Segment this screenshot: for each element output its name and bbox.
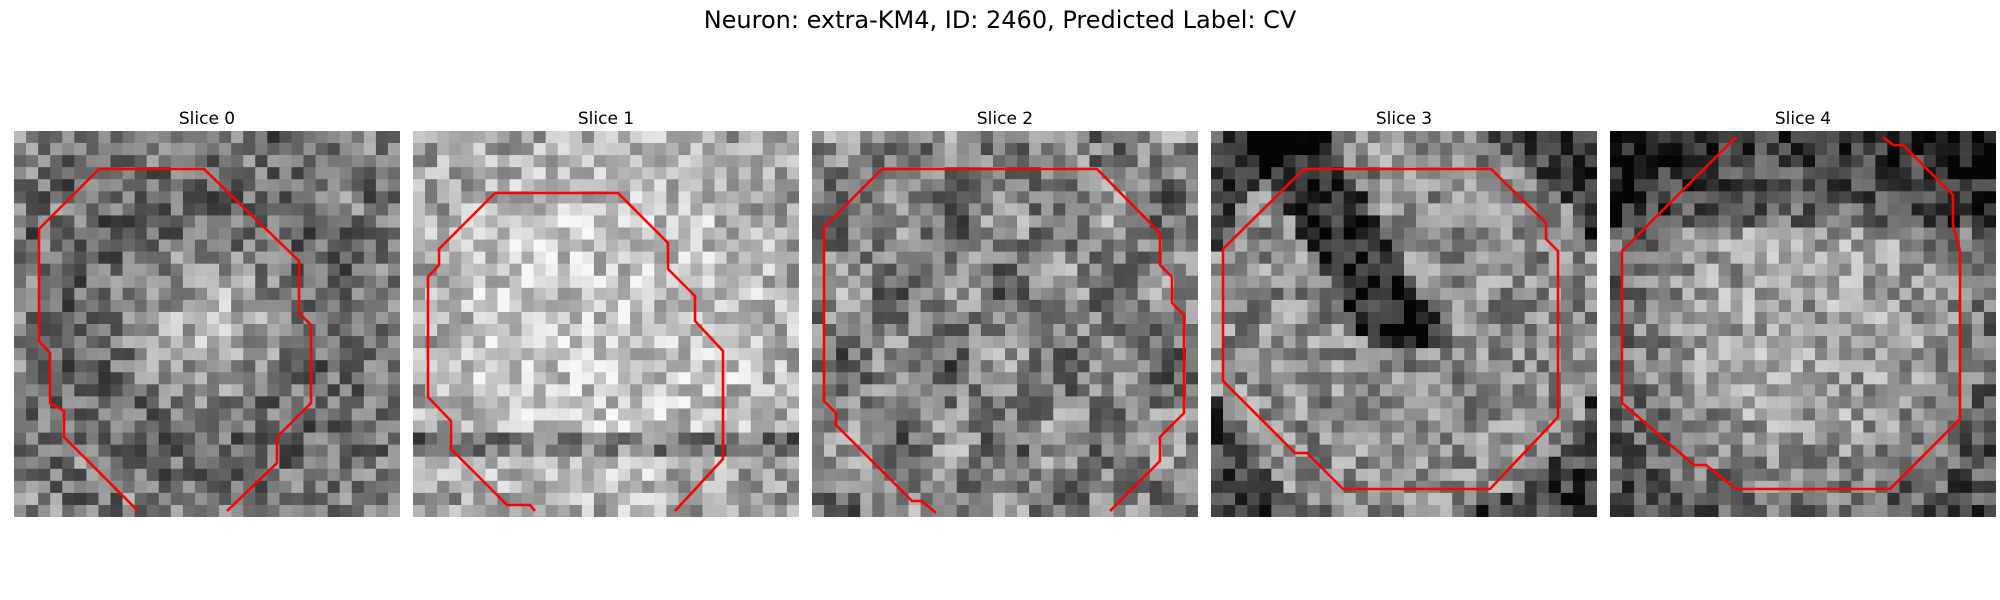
figure-title: Neuron: extra-KM4, ID: 2460, Predicted L…: [703, 6, 1297, 34]
slice-image: [812, 131, 1198, 517]
contour-line: [1882, 135, 1962, 252]
slice-title: Slice 0: [178, 109, 236, 129]
slice-image: [1211, 131, 1597, 517]
pixel-grid: [14, 131, 400, 517]
contour-line: [495, 191, 725, 512]
slice-image: [14, 131, 400, 517]
contour-line: [426, 192, 536, 512]
contour-line: [99, 167, 313, 512]
slice-title: Slice 2: [976, 109, 1034, 129]
contour-line: [882, 167, 1186, 512]
slice-panel-3: Slice 3: [1211, 107, 1597, 517]
contour-line: [1221, 167, 1560, 491]
slice-image: [413, 131, 799, 517]
slice-title: Slice 1: [577, 109, 635, 129]
slice-panel-1: Slice 1: [413, 107, 799, 517]
pixel-grid: [1610, 131, 1996, 517]
contour-line: [1620, 136, 1962, 491]
contour-line: [37, 168, 139, 512]
pixel-grid: [1211, 131, 1597, 517]
pixel-grid: [413, 131, 799, 517]
pixel-grid: [812, 131, 1198, 517]
slice-title: Slice 3: [1375, 109, 1433, 129]
contour-line: [822, 168, 937, 514]
slice-title: Slice 4: [1774, 109, 1832, 129]
slice-panel-2: Slice 2: [812, 107, 1198, 517]
slice-image: [1610, 131, 1996, 517]
slice-panel-4: Slice 4: [1610, 107, 1996, 517]
slice-panel-0: Slice 0: [14, 107, 400, 517]
